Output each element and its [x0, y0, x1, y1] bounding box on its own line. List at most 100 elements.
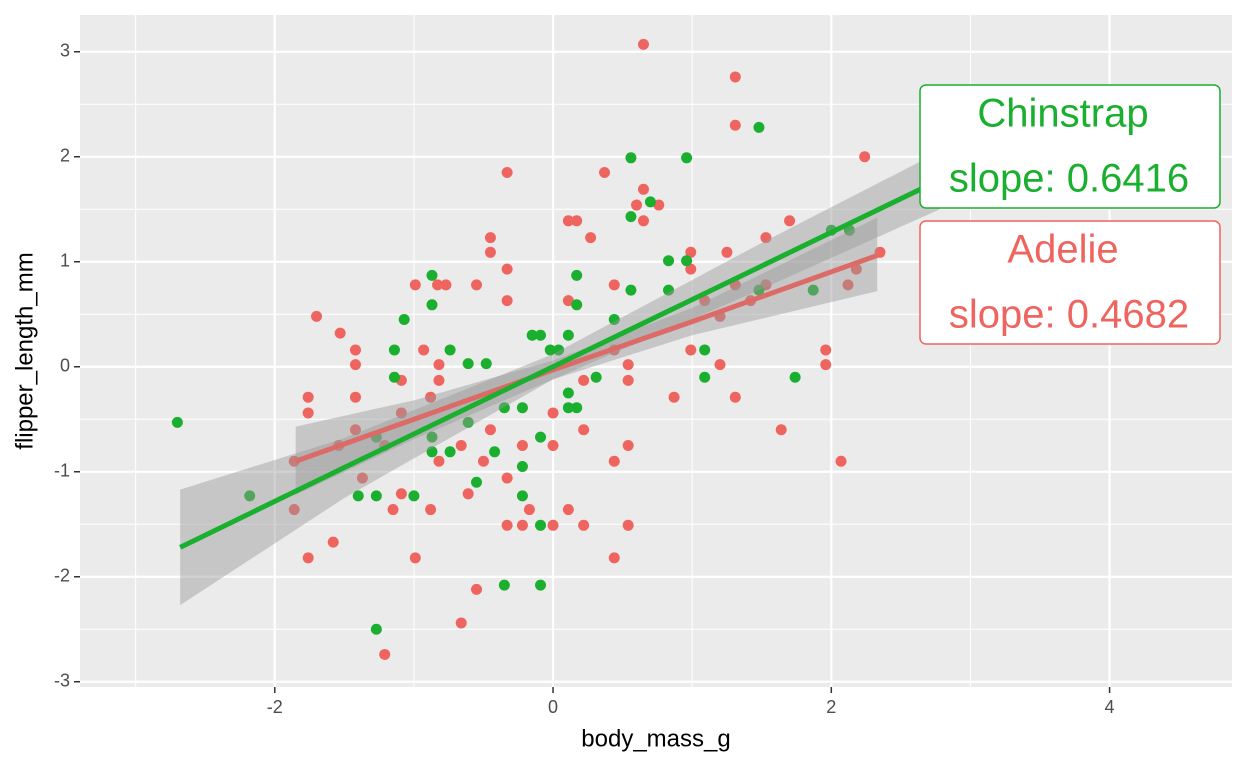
- point: [608, 279, 620, 291]
- label-slope: slope: 0.4682: [949, 293, 1189, 337]
- point: [578, 519, 590, 531]
- y-axis-title: flipper_length_mm: [11, 252, 38, 449]
- point: [526, 329, 538, 341]
- point: [444, 344, 456, 356]
- axes: -2 0 2 4 -3 -2 -1 0 1 2 3: [54, 41, 1115, 717]
- point: [547, 407, 559, 419]
- point: [484, 246, 496, 258]
- point: [729, 119, 741, 131]
- point: [714, 359, 726, 371]
- point: [625, 152, 637, 164]
- point: [685, 246, 697, 258]
- point: [599, 167, 611, 178]
- point: [302, 407, 314, 419]
- point: [501, 472, 513, 484]
- point: [571, 402, 583, 414]
- point: [501, 519, 513, 531]
- labels: Adelie slope: 0.4682 Chinstrap slope: 0.641…: [919, 84, 1221, 345]
- x-axis-title: body_mass_g: [581, 725, 730, 752]
- x-tick-label: 0: [548, 697, 558, 717]
- point: [327, 536, 339, 548]
- point: [644, 196, 656, 208]
- point: [349, 344, 361, 356]
- y-tick-label: 1: [60, 251, 70, 271]
- point: [571, 215, 583, 227]
- point: [585, 232, 597, 244]
- point: [418, 344, 430, 356]
- point: [349, 424, 361, 436]
- point: [444, 446, 456, 458]
- point: [637, 38, 649, 50]
- point: [562, 504, 574, 516]
- point: [433, 455, 445, 467]
- point: [244, 490, 256, 502]
- point: [409, 279, 421, 291]
- point: [426, 269, 438, 281]
- point: [288, 504, 300, 516]
- point: [501, 295, 513, 307]
- point: [171, 416, 183, 428]
- point: [685, 263, 697, 275]
- point: [820, 359, 832, 371]
- point: [433, 374, 445, 386]
- label-slope: slope: 0.6416: [949, 157, 1189, 201]
- point: [387, 504, 399, 516]
- point: [608, 314, 620, 325]
- y-tick-label: 0: [60, 356, 70, 376]
- point: [408, 490, 420, 502]
- label-name: Chinstrap: [977, 92, 1148, 136]
- point: [480, 358, 492, 370]
- point: [349, 359, 361, 371]
- point: [370, 623, 382, 635]
- point: [681, 152, 693, 164]
- point: [608, 552, 620, 564]
- point: [302, 552, 314, 564]
- point: [426, 299, 438, 311]
- point: [807, 284, 819, 296]
- point: [349, 391, 361, 403]
- point: [379, 648, 391, 660]
- point: [544, 344, 556, 356]
- y-tick-label: -2: [54, 566, 70, 586]
- point: [622, 374, 634, 386]
- point: [562, 402, 574, 414]
- point: [631, 199, 643, 211]
- point: [562, 215, 574, 227]
- point: [395, 488, 407, 500]
- point: [625, 284, 637, 296]
- point: [637, 215, 649, 227]
- y-tick-label: 3: [60, 41, 70, 61]
- point: [471, 583, 483, 595]
- point: [753, 284, 765, 296]
- point: [685, 344, 697, 356]
- point: [471, 279, 483, 291]
- point: [484, 232, 496, 244]
- point: [775, 424, 787, 436]
- point: [426, 431, 438, 443]
- point: [498, 402, 510, 414]
- point: [622, 440, 634, 451]
- point: [760, 232, 772, 244]
- point: [388, 371, 400, 383]
- point: [425, 391, 437, 403]
- point: [356, 472, 368, 484]
- point: [553, 344, 565, 356]
- y-tick-label: -3: [54, 671, 70, 691]
- point: [523, 504, 535, 516]
- point: [562, 295, 574, 307]
- point: [729, 71, 741, 83]
- point: [440, 279, 452, 291]
- point: [352, 490, 364, 502]
- point: [681, 255, 693, 267]
- point: [637, 183, 649, 195]
- point: [547, 519, 559, 531]
- x-tick-label: 4: [1105, 697, 1115, 717]
- point: [535, 579, 547, 591]
- x-tick-label: 2: [826, 697, 836, 717]
- point: [835, 455, 847, 467]
- point: [388, 344, 400, 356]
- point: [535, 519, 547, 531]
- point: [370, 490, 382, 502]
